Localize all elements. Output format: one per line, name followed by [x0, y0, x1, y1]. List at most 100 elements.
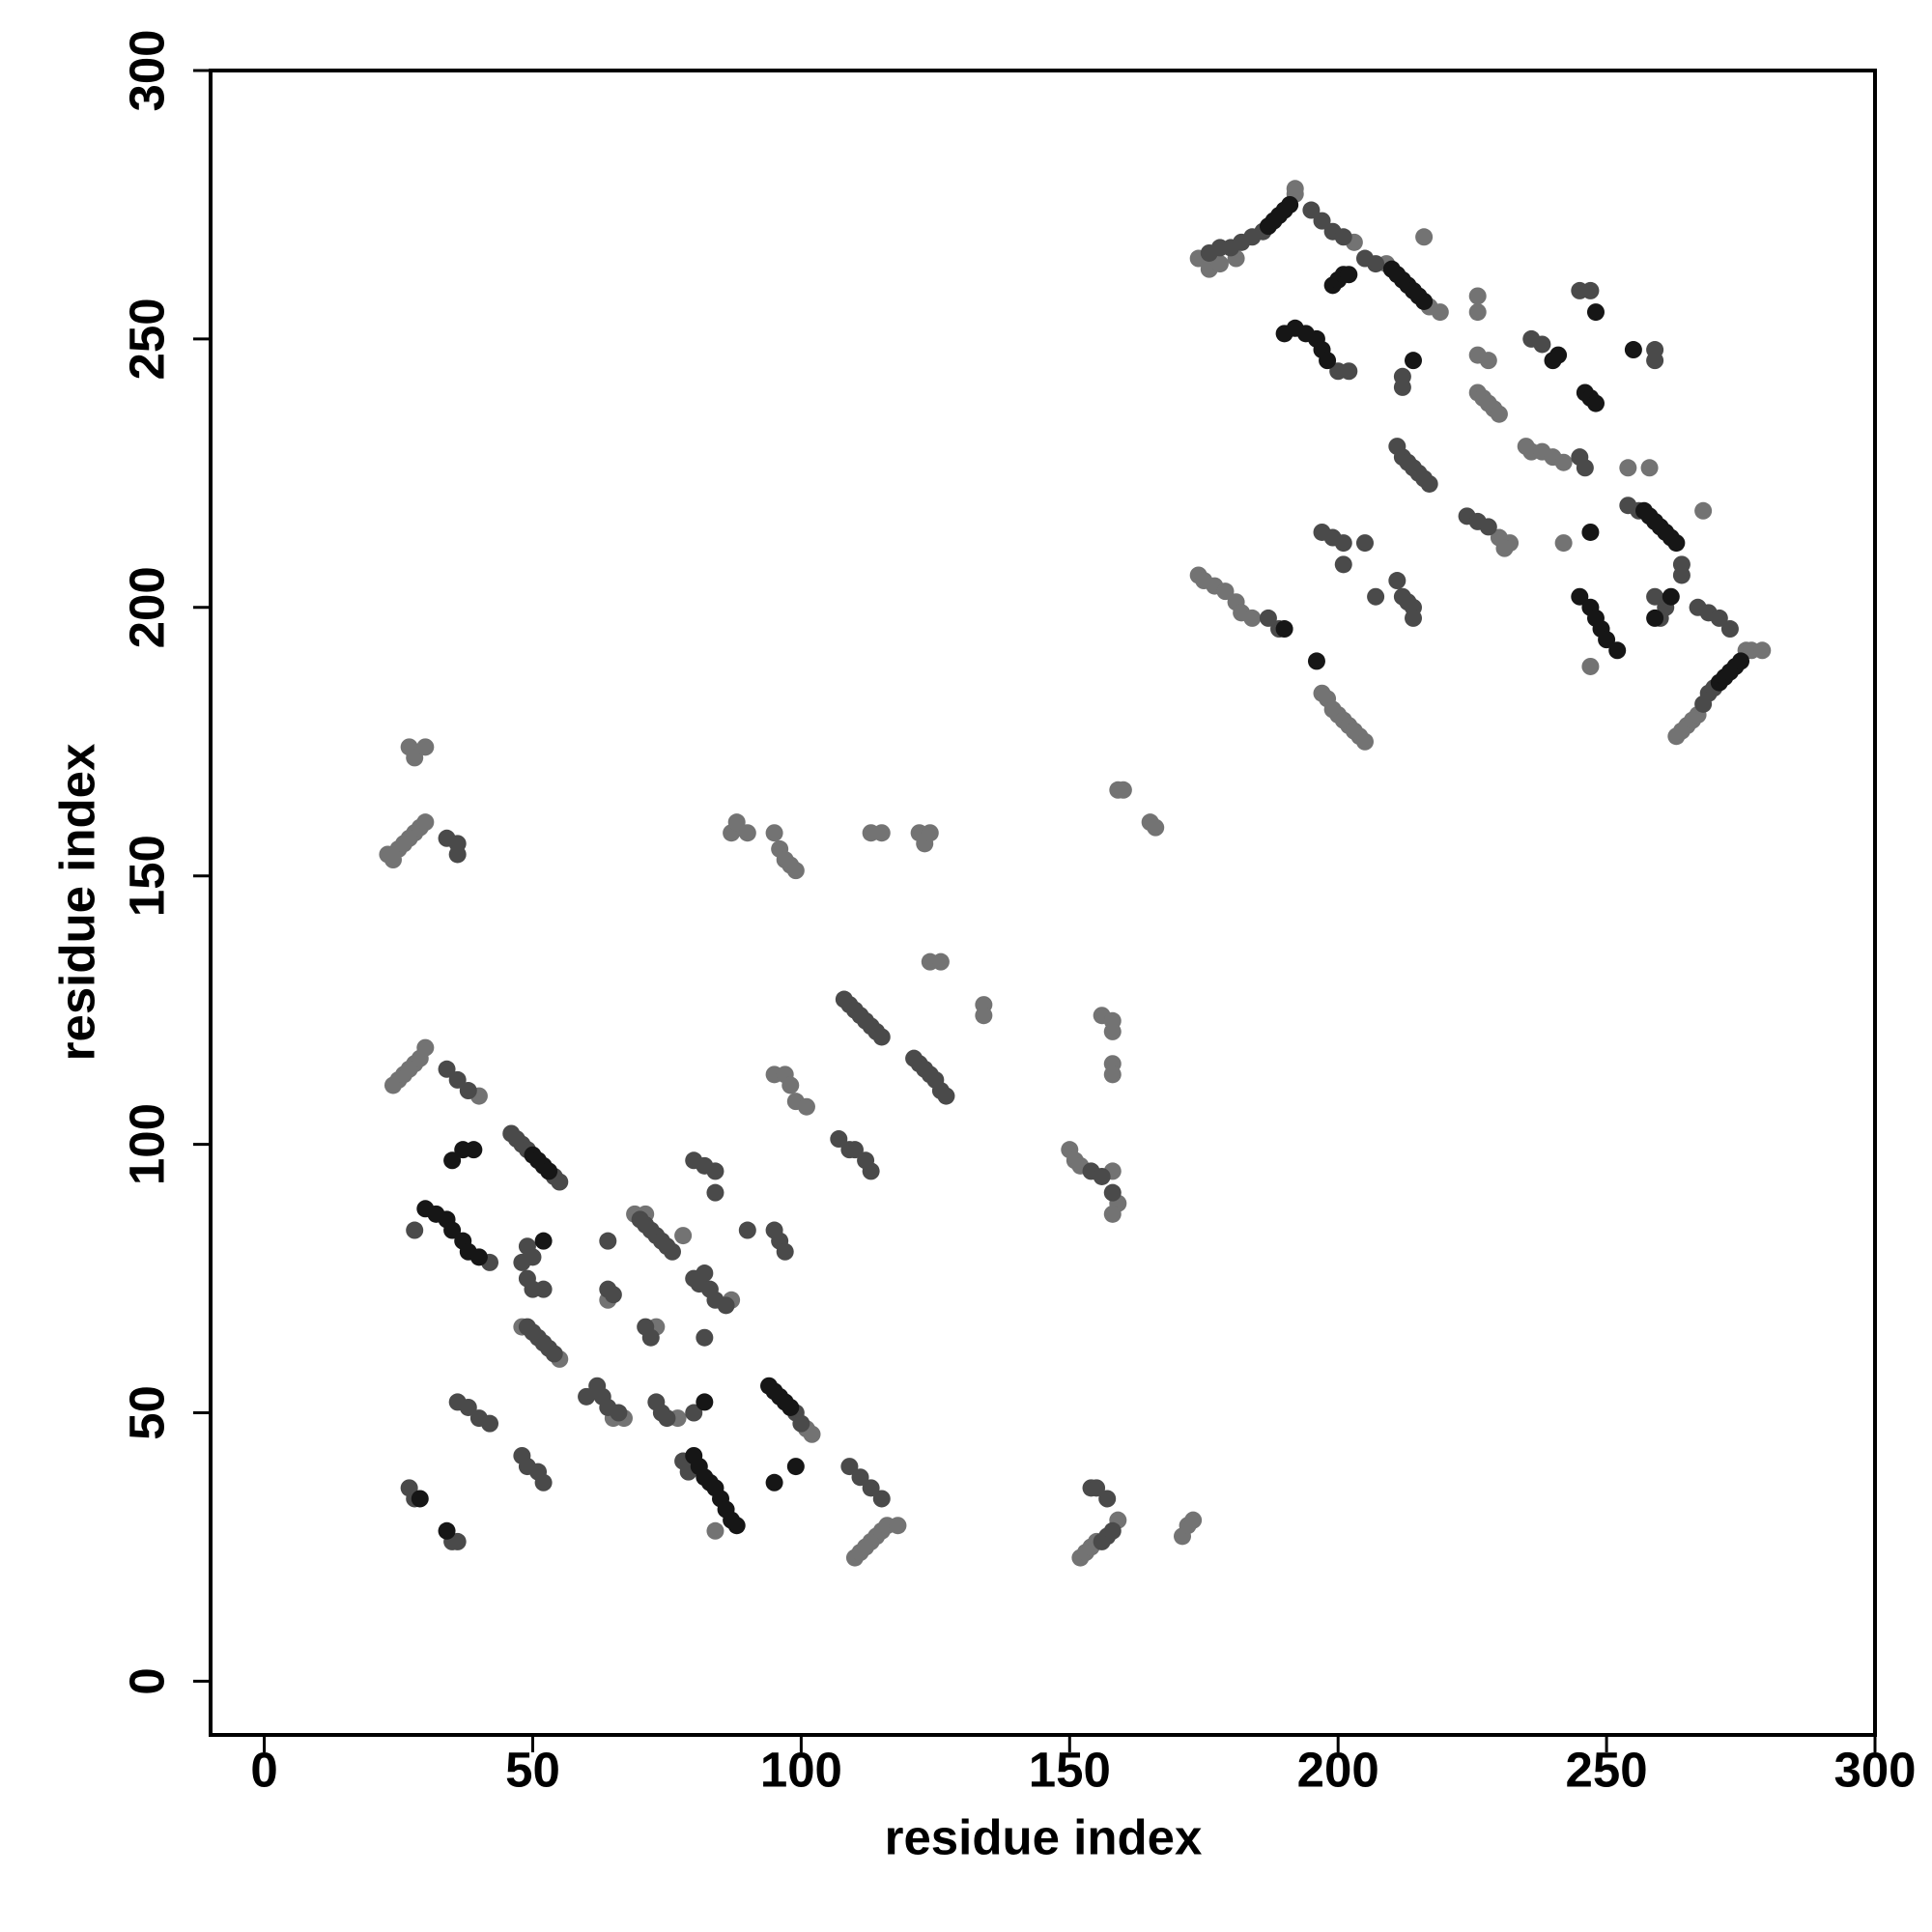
point: [1554, 453, 1573, 471]
point: [1275, 620, 1293, 639]
x-tick-label: 100: [760, 1742, 842, 1797]
point: [1319, 352, 1337, 370]
y-tick-label: 150: [119, 835, 174, 917]
point: [1405, 352, 1423, 370]
point: [921, 824, 939, 842]
point: [406, 1221, 424, 1239]
point: [513, 1253, 531, 1271]
point: [1334, 228, 1352, 246]
point: [845, 1141, 864, 1159]
point: [706, 1162, 724, 1180]
point: [469, 1248, 488, 1266]
point: [1103, 1065, 1122, 1084]
point: [1405, 609, 1423, 627]
point: [534, 1232, 553, 1250]
point: [1334, 555, 1352, 574]
point: [1184, 1511, 1203, 1529]
point: [1554, 534, 1573, 553]
point: [727, 813, 746, 832]
point: [443, 1151, 462, 1170]
point: [781, 1398, 800, 1416]
y-tick-label: 300: [119, 29, 174, 111]
point: [1313, 212, 1331, 230]
x-tick-label: 150: [1029, 1742, 1111, 1797]
point: [717, 1296, 735, 1315]
point: [1103, 1521, 1122, 1540]
point: [658, 1409, 676, 1428]
point: [1286, 180, 1304, 198]
point: [1694, 501, 1713, 520]
point: [696, 1393, 714, 1411]
point: [727, 1517, 746, 1535]
y-tick-label: 0: [119, 1667, 174, 1694]
point: [416, 1038, 435, 1057]
point: [1624, 341, 1642, 359]
point: [1259, 609, 1277, 627]
point: [786, 862, 805, 880]
x-axis-title: residue index: [885, 1809, 1203, 1864]
point: [792, 1414, 810, 1433]
point: [889, 1517, 907, 1535]
point: [738, 1221, 756, 1239]
point: [465, 1141, 483, 1159]
point: [781, 1076, 800, 1094]
point: [830, 1130, 848, 1149]
point: [551, 1173, 569, 1191]
point: [1367, 255, 1385, 273]
point: [1576, 459, 1594, 477]
point: [1732, 652, 1750, 670]
point: [416, 813, 435, 832]
point: [1544, 352, 1562, 370]
x-tick-label: 300: [1833, 1742, 1916, 1797]
point: [862, 1162, 880, 1180]
point: [416, 738, 435, 756]
point: [685, 1404, 703, 1422]
point: [1581, 281, 1600, 299]
point: [481, 1414, 499, 1433]
point: [872, 1490, 891, 1508]
point: [448, 1532, 467, 1550]
point: [765, 1473, 783, 1492]
point: [872, 1028, 891, 1046]
point: [1479, 518, 1497, 536]
point: [1098, 1490, 1117, 1508]
point: [1281, 195, 1299, 213]
point: [1640, 459, 1659, 477]
point: [1216, 582, 1235, 601]
x-tick-label: 0: [250, 1742, 277, 1797]
point: [1103, 1183, 1122, 1202]
point: [1307, 652, 1325, 670]
point: [1710, 609, 1728, 627]
point: [406, 749, 424, 767]
point: [696, 1264, 714, 1283]
point: [1571, 587, 1589, 606]
point: [1393, 378, 1411, 396]
point: [438, 1060, 456, 1078]
point: [1415, 228, 1434, 246]
point: [1114, 781, 1132, 799]
y-tick-label: 200: [119, 566, 174, 648]
point: [1468, 303, 1487, 322]
point: [1581, 523, 1600, 541]
point: [1533, 335, 1551, 354]
point: [851, 1468, 869, 1487]
point: [1672, 566, 1690, 584]
point: [1468, 287, 1487, 305]
point: [975, 1007, 993, 1025]
plot-frame: [209, 69, 1877, 1737]
point: [1598, 631, 1616, 649]
point: [438, 1521, 456, 1540]
point: [411, 1490, 429, 1508]
point: [599, 1232, 617, 1250]
point: [765, 824, 783, 842]
point: [1147, 818, 1165, 837]
point: [1490, 405, 1508, 423]
point: [1586, 303, 1605, 322]
point: [696, 1328, 714, 1347]
y-axis-title: residue index: [49, 744, 104, 1062]
point: [786, 1458, 805, 1476]
point: [706, 1183, 724, 1202]
point: [641, 1328, 660, 1347]
x-tick-label: 250: [1566, 1742, 1648, 1797]
